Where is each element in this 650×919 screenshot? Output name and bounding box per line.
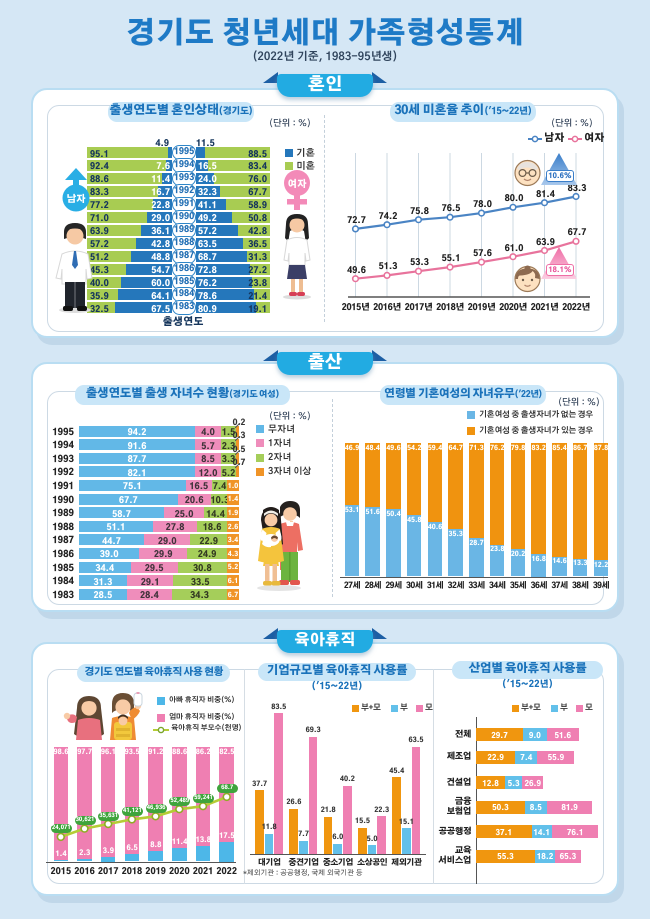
- svg-text:남자: 남자: [66, 193, 86, 204]
- svg-text:여자: 여자: [287, 178, 307, 189]
